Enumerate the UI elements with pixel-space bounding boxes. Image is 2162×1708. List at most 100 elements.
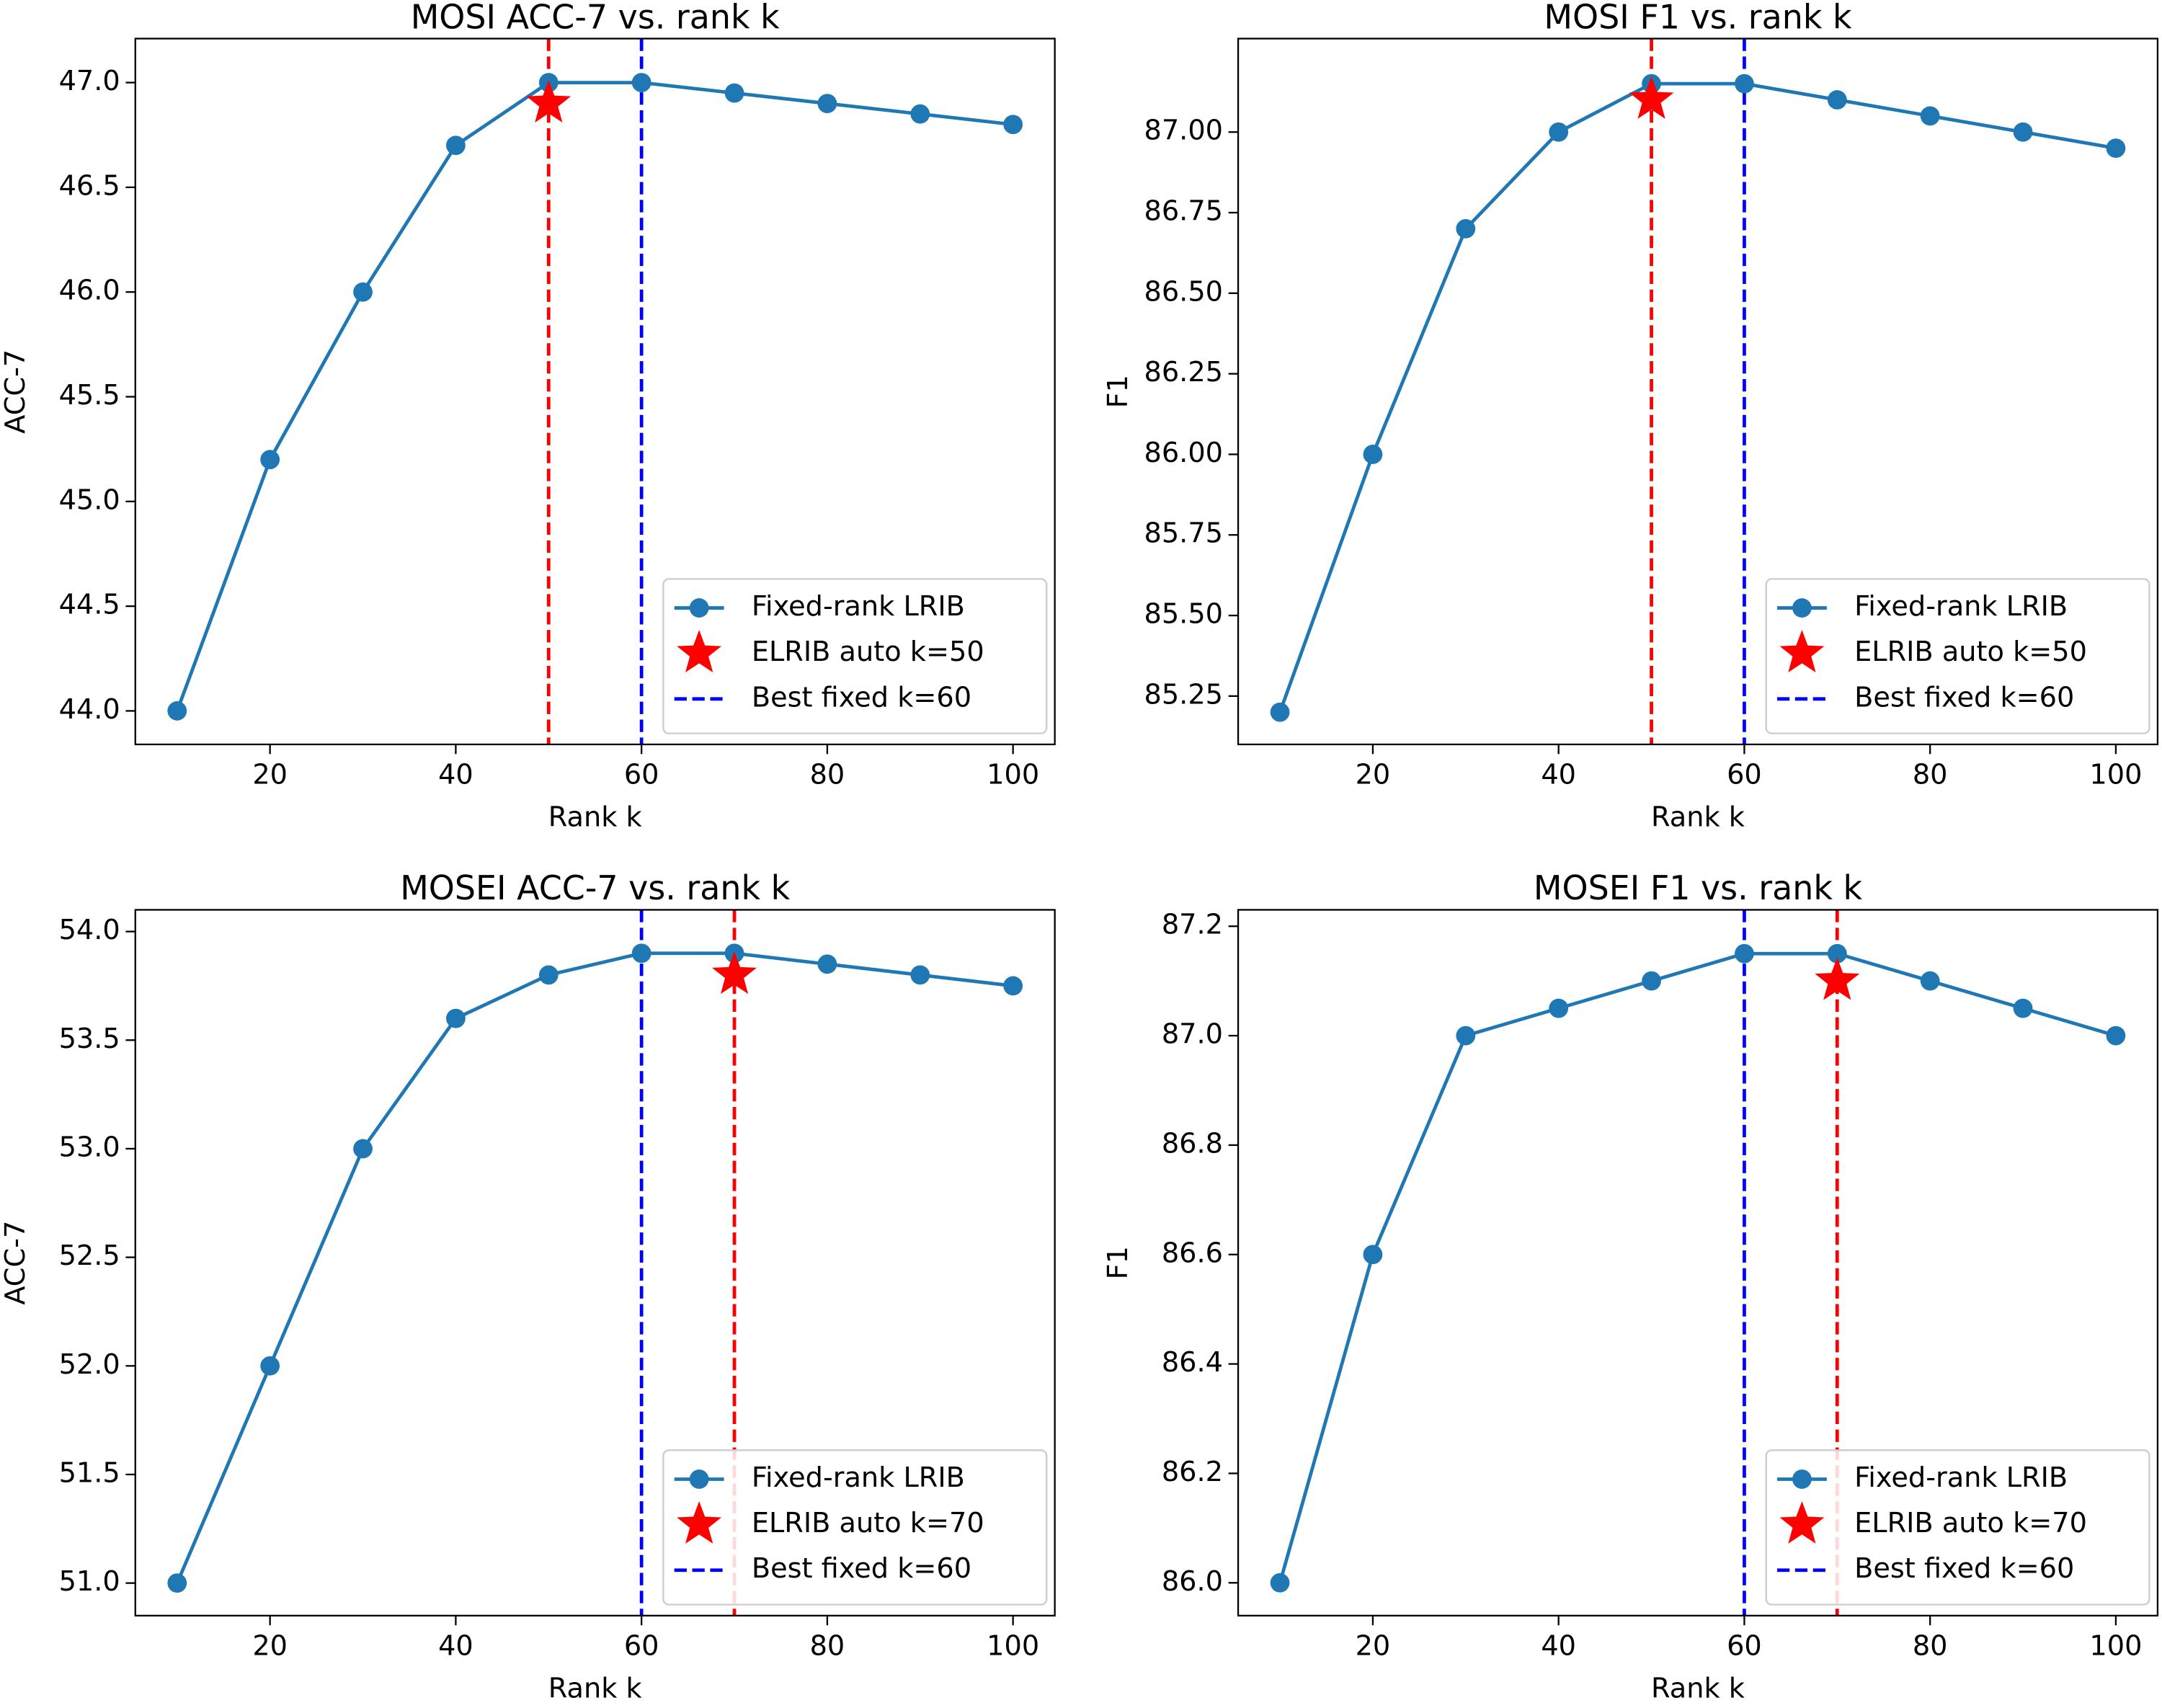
y-axis-label: F1	[1102, 1246, 1134, 1279]
y-tick-label: 86.4	[1162, 1346, 1223, 1379]
x-axis-label: Rank k	[548, 1673, 643, 1705]
axes-frame	[1237, 909, 2159, 1616]
x-tick-label: 100	[987, 1629, 1039, 1662]
data-point	[817, 954, 837, 974]
data-point	[167, 701, 187, 721]
legend-label: ELRIB auto k=70	[752, 1507, 984, 1539]
data-point	[538, 965, 559, 985]
x-tick-label: 60	[1727, 1629, 1762, 1662]
axes-frame	[134, 909, 1056, 1616]
y-tick-label: 86.25	[1144, 356, 1224, 388]
data-point	[1363, 1245, 1383, 1265]
star-marker	[1629, 76, 1674, 119]
y-tick-label: 52.5	[59, 1240, 120, 1272]
y-tick-label: 46.5	[59, 169, 120, 202]
series-line	[175, 951, 1013, 1584]
legend: Fixed-rank LRIB ELRIB auto k=70 Best fixed…	[662, 1449, 1048, 1606]
data-point	[1735, 74, 1754, 94]
y-tick-label: 86.0	[1162, 1565, 1223, 1598]
plot-area	[167, 38, 1023, 744]
y-tick-label: 87.00	[1144, 115, 1224, 147]
data-point	[631, 943, 651, 964]
chart-title: MOSEI F1 vs. rank k	[1534, 868, 1863, 907]
plot-area	[1270, 38, 2126, 744]
data-point	[1270, 1573, 1290, 1593]
legend-label: Best fixed k=60	[1854, 1552, 2074, 1585]
x-tick-label: 100	[987, 758, 1039, 791]
legend-handle	[1792, 598, 1812, 618]
y-tick-label: 85.25	[1144, 678, 1224, 711]
y-tick-label: 51.5	[59, 1456, 120, 1489]
chart-title: MOSI ACC-7 vs. rank k	[411, 0, 780, 36]
y-tick-label: 51.0	[59, 1565, 120, 1598]
x-tick-label: 60	[1727, 758, 1762, 791]
chart: MOSI ACC-7 vs. rank k Rank k ACC-7 20 40 60 80…	[0, 0, 1056, 834]
data-point	[910, 965, 930, 985]
data-point	[167, 1573, 187, 1593]
data-point	[1363, 445, 1383, 464]
legend-handle	[1779, 630, 1825, 672]
y-axis-label: F1	[1102, 375, 1134, 408]
x-tick-label: 100	[2089, 758, 2142, 791]
legend-handle	[677, 1501, 722, 1544]
legend-label: ELRIB auto k=50	[1854, 636, 2087, 668]
x-axis-label: Rank k	[548, 801, 643, 834]
legend-box	[1765, 1449, 2150, 1606]
y-tick-label: 86.00	[1144, 437, 1224, 469]
y-tick-label: 52.0	[59, 1348, 120, 1381]
y-tick-label: 86.2	[1162, 1456, 1223, 1488]
data-point	[724, 83, 744, 103]
x-axis-label: Rank k	[1651, 801, 1745, 834]
x-tick-label: 40	[1541, 1629, 1576, 1662]
series-line	[175, 81, 1013, 712]
data-point	[260, 1356, 280, 1376]
y-tick-label: 45.0	[59, 484, 120, 516]
star-marker	[1815, 957, 1860, 1000]
legend-label: Best fixed k=60	[752, 681, 971, 713]
legend-box	[1765, 578, 2150, 734]
x-tick-label: 40	[1541, 758, 1576, 791]
data-point	[1920, 971, 1940, 991]
x-tick-label: 100	[2089, 1629, 2142, 1662]
y-tick-label: 53.0	[59, 1131, 120, 1163]
data-point	[1003, 976, 1023, 996]
chart-title: MOSEI ACC-7 vs. rank k	[400, 868, 790, 907]
legend-handle	[1792, 1469, 1812, 1489]
data-point	[1735, 943, 1754, 964]
y-tick-label: 44.0	[59, 693, 120, 726]
x-tick-label: 80	[810, 758, 845, 791]
y-tick-label: 44.5	[59, 589, 120, 621]
legend: Fixed-rank LRIB ELRIB auto k=50 Best fixed…	[662, 578, 1048, 734]
data-point	[1549, 122, 1569, 142]
x-tick-label: 60	[624, 758, 659, 791]
data-point	[910, 104, 930, 124]
y-tick-label: 53.5	[59, 1023, 120, 1055]
legend-handle	[677, 630, 722, 672]
x-tick-label: 40	[438, 758, 473, 791]
series-line	[1278, 951, 2117, 1583]
y-tick-label: 54.0	[59, 914, 120, 946]
data-point	[1456, 219, 1476, 239]
chart-title: MOSI F1 vs. rank k	[1544, 0, 1852, 36]
data-point	[1827, 943, 1847, 964]
y-tick-label: 47.0	[59, 65, 120, 97]
chart: MOSEI ACC-7 vs. rank k Rank k ACC-7 20 40 60 8…	[0, 868, 1056, 1705]
legend: Fixed-rank LRIB ELRIB auto k=50 Best fixed…	[1765, 578, 2150, 734]
x-tick-label: 20	[1356, 758, 1391, 791]
y-tick-label: 45.5	[59, 379, 120, 412]
data-point	[2013, 122, 2033, 142]
data-point	[1827, 90, 1847, 110]
star-marker	[526, 80, 571, 123]
star-marker	[712, 951, 757, 995]
series-line	[1278, 81, 2117, 713]
legend-label: Fixed-rank LRIB	[752, 1462, 965, 1494]
legend-label: Best fixed k=60	[1854, 681, 2074, 713]
data-point	[353, 1139, 373, 1159]
x-tick-label: 20	[252, 1629, 288, 1662]
y-tick-label: 87.0	[1162, 1018, 1223, 1051]
x-tick-label: 40	[438, 1629, 473, 1662]
data-point	[260, 450, 280, 470]
chart: MOSEI F1 vs. rank k Rank k F1 20 40 60 80 100 86…	[1102, 868, 2159, 1705]
data-point	[353, 282, 373, 302]
legend-label: Best fixed k=60	[752, 1552, 971, 1585]
